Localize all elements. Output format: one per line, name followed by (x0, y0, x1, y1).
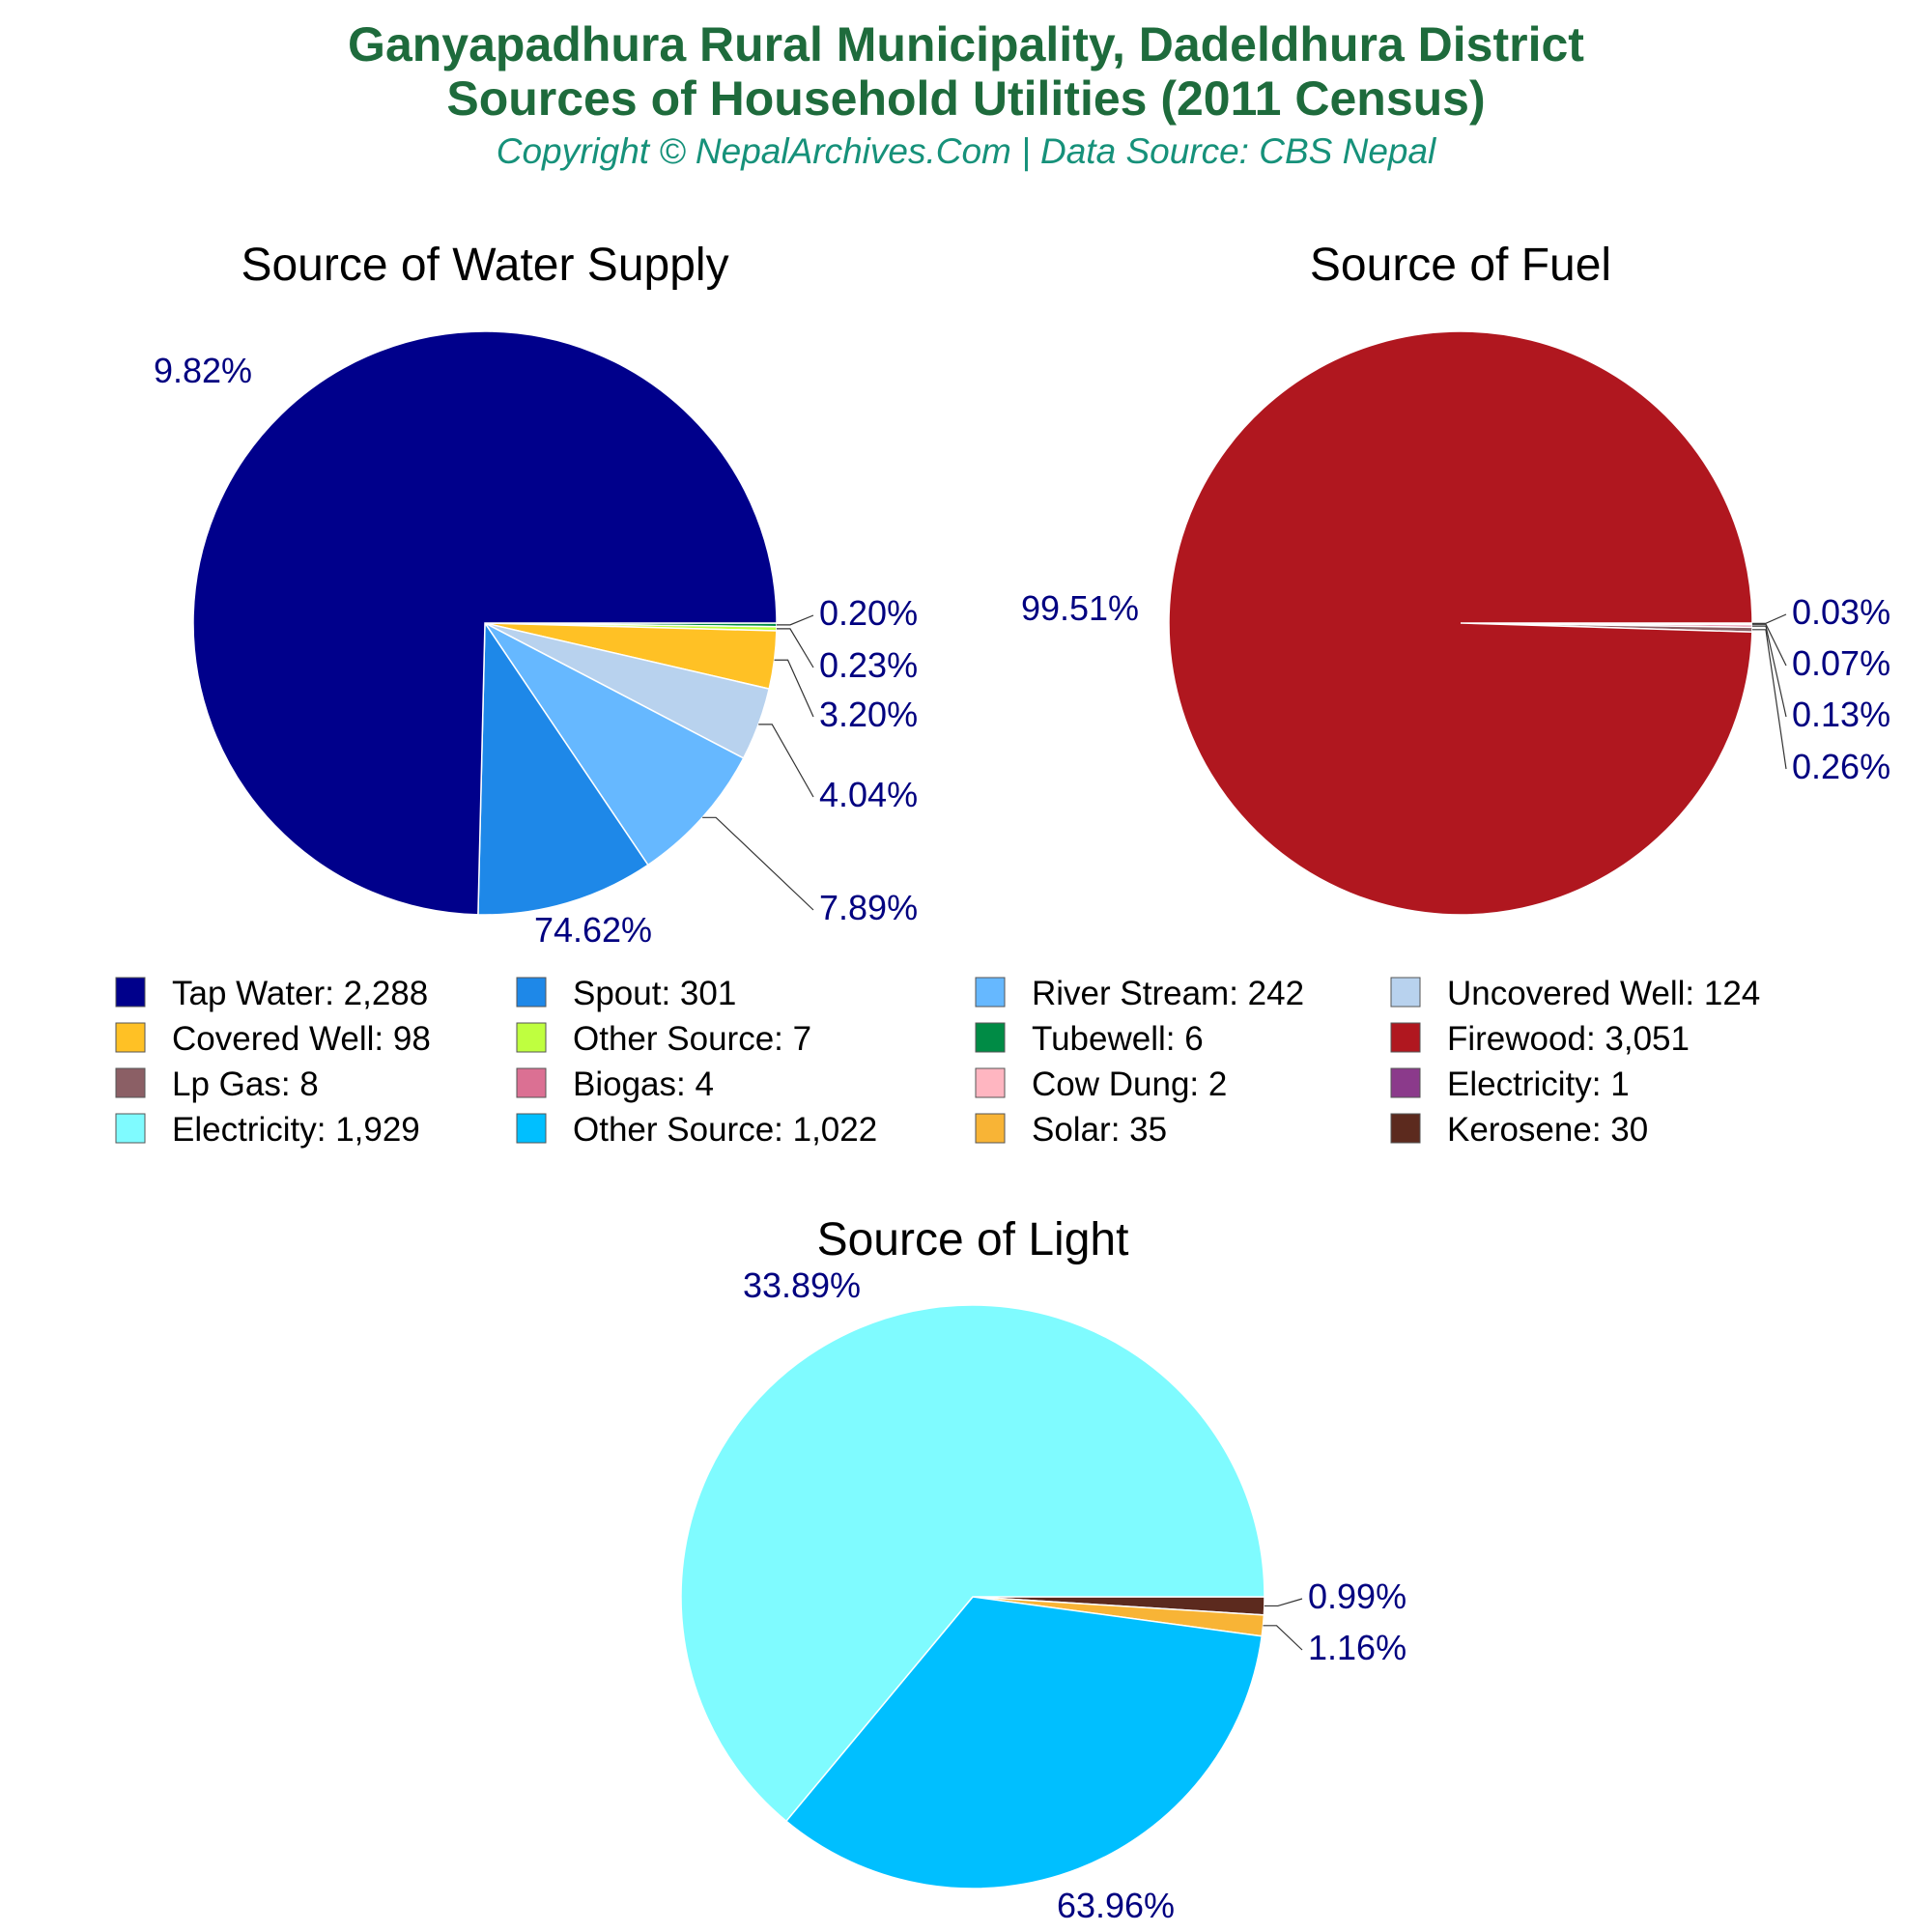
title-line-2: Sources of Household Utilities (2011 Cen… (446, 71, 1486, 126)
leader-line (1751, 623, 1787, 667)
legend-swatch (975, 1022, 1006, 1053)
leader-line (776, 614, 814, 626)
legend: Tap Water: 2,288 Spout: 301 River Stream: … (115, 975, 1760, 1149)
pct-label: 63.96% (1057, 1886, 1175, 1925)
main-title: Ganyapadhura Rural Municipality, Dadeldh… (0, 17, 1932, 126)
leader-line (702, 816, 814, 911)
pie-slice-spout (477, 620, 649, 916)
legend-swatch (115, 1022, 146, 1053)
legend-label: Tap Water: 2,288 (172, 975, 428, 1012)
legend-label: Spout: 301 (573, 975, 736, 1012)
pct-label: 3.20% (819, 695, 918, 734)
legend-item-river-stream-242: River Stream: 242 (975, 975, 1304, 1012)
pct-label: 7.89% (819, 888, 918, 927)
legend-item-tap-water-2-288: Tap Water: 2,288 (115, 975, 428, 1012)
legend-label: Cow Dung: 2 (1032, 1065, 1227, 1103)
legend-item-other-source-1-022: Other Source: 1,022 (516, 1111, 877, 1149)
pct-label: 0.26% (1792, 747, 1890, 786)
pie-fuel: Source of Fuel 0.03% 0.07% 0.13% 0.26% 99.51% (1021, 240, 1890, 916)
legend-item-spout-301: Spout: 301 (516, 975, 736, 1012)
pct-label: 1.16% (1308, 1628, 1406, 1667)
legend-label: Lp Gas: 8 (172, 1065, 319, 1103)
chart-title: Source of Fuel (1310, 240, 1611, 291)
legend-swatch (1390, 1113, 1421, 1144)
leader-line (758, 724, 814, 798)
legend-swatch (516, 1067, 547, 1098)
pct-label: 99.51% (1021, 588, 1139, 628)
legend-label: Uncovered Well: 124 (1447, 975, 1760, 1012)
pct-label: 0.03% (1792, 592, 1890, 632)
legend-label: Other Source: 1,022 (573, 1111, 877, 1149)
legend-swatch (516, 1022, 547, 1053)
subtitle: Copyright © NepalArchives.Com | Data Sou… (496, 131, 1436, 171)
legend-item-other-source-7: Other Source: 7 (516, 1020, 811, 1058)
legend-swatch (115, 977, 146, 1008)
pct-label: 33.89% (743, 1265, 861, 1305)
pct-label: 0.20% (819, 593, 918, 633)
leader-line (1263, 1625, 1303, 1651)
chart-title: Source of Light (817, 1214, 1129, 1265)
legend-label: Biogas: 4 (573, 1065, 714, 1103)
pie-slice-firewood (1168, 330, 1753, 916)
pie-slice-river-stream (484, 622, 745, 867)
legend-label: River Stream: 242 (1032, 975, 1304, 1012)
legend-swatch (975, 977, 1006, 1008)
legend-item-solar-35: Solar: 35 (975, 1111, 1167, 1149)
pct-label: 9.82% (154, 351, 252, 390)
legend-label: Electricity: 1 (1447, 1065, 1630, 1103)
leader-line (1751, 629, 1787, 770)
legend-swatch (1390, 1067, 1421, 1098)
leader-line (776, 628, 814, 668)
legend-item-biogas-4: Biogas: 4 (516, 1065, 714, 1103)
legend-swatch (975, 1113, 1006, 1144)
pie-light: Source of Light 0.99% 1.16% 33.89% 63.96% (680, 1214, 1406, 1925)
legend-item-electricity-1: Electricity: 1 (1390, 1065, 1630, 1103)
pct-label: 0.23% (819, 645, 918, 685)
legend-item-electricity-1-929: Electricity: 1,929 (115, 1111, 420, 1149)
legend-swatch (1390, 977, 1421, 1008)
legend-swatch (516, 977, 547, 1008)
leader-line (1751, 625, 1787, 718)
pct-label: 0.99% (1308, 1577, 1406, 1616)
pie-slice-tap-water (192, 330, 778, 916)
leader-line (1751, 613, 1787, 624)
leader-line (1264, 1598, 1303, 1607)
legend-label: Other Source: 7 (573, 1020, 811, 1058)
pct-label: 74.62% (534, 910, 652, 950)
legend-label: Firewood: 3,051 (1447, 1020, 1690, 1058)
leader-line (774, 659, 814, 718)
legend-item-cow-dung-2: Cow Dung: 2 (975, 1065, 1227, 1103)
legend-label: Solar: 35 (1032, 1111, 1167, 1149)
pie-slice-other-source (784, 1596, 1264, 1889)
pct-label: 4.04% (819, 775, 918, 814)
legend-swatch (516, 1113, 547, 1144)
legend-label: Electricity: 1,929 (172, 1111, 420, 1149)
pie-slice-electricity (680, 1304, 1265, 1823)
legend-item-kerosene-30: Kerosene: 30 (1390, 1111, 1648, 1149)
legend-label: Tubewell: 6 (1032, 1020, 1204, 1058)
pct-label: 0.13% (1792, 695, 1890, 734)
legend-item-tubewell-6: Tubewell: 6 (975, 1020, 1204, 1058)
legend-swatch (115, 1067, 146, 1098)
pct-label: 0.07% (1792, 643, 1890, 683)
legend-label: Covered Well: 98 (172, 1020, 431, 1058)
pie-water-supply: Source of Water Supply 0.20% 0.23% 3.20% 4.0… (154, 240, 918, 950)
legend-item-uncovered-well-124: Uncovered Well: 124 (1390, 975, 1760, 1012)
legend-swatch (115, 1113, 146, 1144)
legend-item-covered-well-98: Covered Well: 98 (115, 1020, 431, 1058)
title-line-1: Ganyapadhura Rural Municipality, Dadeldh… (348, 17, 1584, 71)
legend-item-firewood-3-051: Firewood: 3,051 (1390, 1020, 1690, 1058)
chart-title: Source of Water Supply (241, 240, 728, 291)
legend-swatch (975, 1067, 1006, 1098)
legend-swatch (1390, 1022, 1421, 1053)
legend-item-lp-gas-8: Lp Gas: 8 (115, 1065, 319, 1103)
legend-label: Kerosene: 30 (1447, 1111, 1648, 1149)
